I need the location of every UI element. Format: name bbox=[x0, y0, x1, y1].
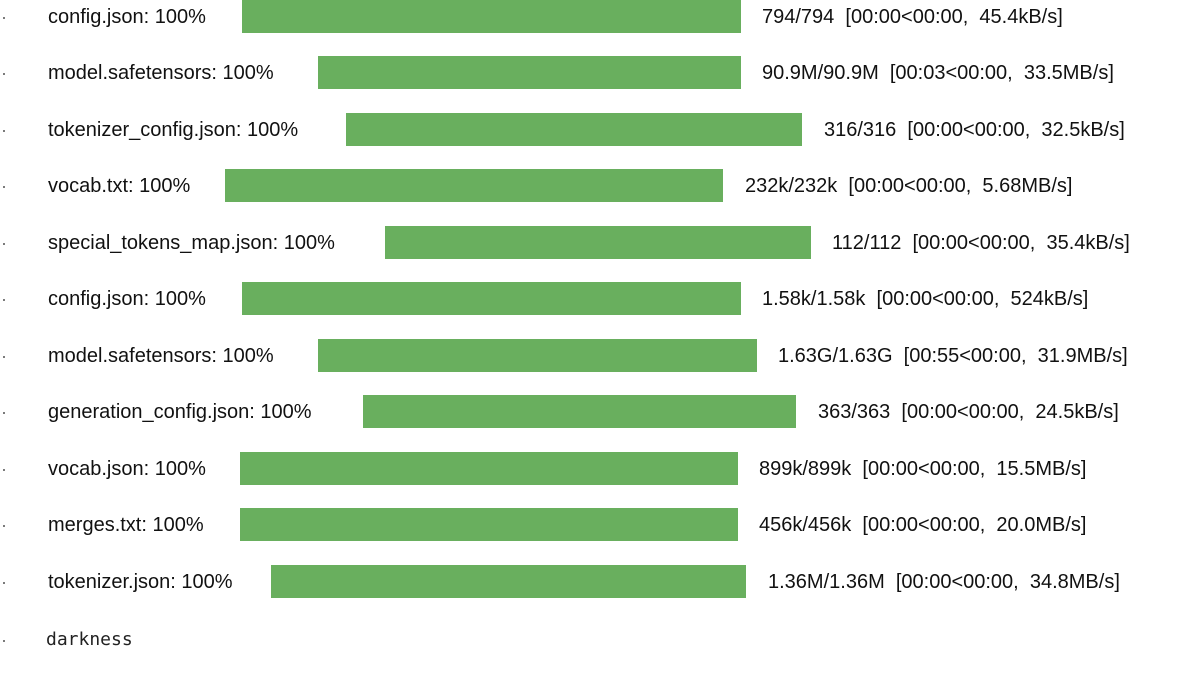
bullet-marker: · bbox=[1, 289, 7, 309]
download-row: · model.safetensors: 100% 90.9M/90.9M [00:… bbox=[0, 56, 1200, 90]
output-line: · darkness bbox=[0, 623, 1200, 657]
file-label: config.json: 100% bbox=[48, 6, 206, 28]
download-row: · model.safetensors: 100% 1.63G/1.63G [00:… bbox=[0, 339, 1200, 373]
progress-bar-fill bbox=[242, 0, 741, 33]
file-label: vocab.json: 100% bbox=[48, 458, 206, 480]
bullet-marker: · bbox=[1, 630, 7, 650]
download-stats: 90.9M/90.9M [00:03<00:00, 33.5MB/s] bbox=[762, 62, 1114, 84]
progress-bar-fill bbox=[240, 508, 738, 541]
bullet-marker: · bbox=[1, 459, 7, 479]
progress-bar bbox=[240, 452, 738, 485]
bullet-marker: · bbox=[1, 176, 7, 196]
output-text: darkness bbox=[46, 629, 133, 650]
progress-bar bbox=[318, 339, 757, 372]
bullet-marker: · bbox=[1, 7, 7, 27]
bullet-marker: · bbox=[1, 63, 7, 83]
download-stats: 1.36M/1.36M [00:00<00:00, 34.8MB/s] bbox=[768, 571, 1120, 593]
progress-bar-fill bbox=[318, 339, 757, 372]
download-stats: 1.58k/1.58k [00:00<00:00, 524kB/s] bbox=[762, 288, 1089, 310]
download-stats: 456k/456k [00:00<00:00, 20.0MB/s] bbox=[759, 514, 1087, 536]
download-row: · generation_config.json: 100% 363/363 [00… bbox=[0, 395, 1200, 429]
download-stats: 316/316 [00:00<00:00, 32.5kB/s] bbox=[824, 119, 1125, 141]
download-row: · tokenizer.json: 100% 1.36M/1.36M [00:00<… bbox=[0, 565, 1200, 599]
progress-bar bbox=[271, 565, 746, 598]
download-row: · vocab.json: 100% 899k/899k [00:00<00:00,… bbox=[0, 452, 1200, 486]
progress-bar-fill bbox=[242, 282, 741, 315]
progress-bar bbox=[385, 226, 811, 259]
file-label: config.json: 100% bbox=[48, 288, 206, 310]
file-label: merges.txt: 100% bbox=[48, 514, 204, 536]
bullet-marker: · bbox=[1, 233, 7, 253]
download-row: · special_tokens_map.json: 100% 112/112 [0… bbox=[0, 226, 1200, 260]
file-label: generation_config.json: 100% bbox=[48, 401, 312, 423]
download-stats: 1.63G/1.63G [00:55<00:00, 31.9MB/s] bbox=[778, 345, 1128, 367]
download-row: · config.json: 100% 1.58k/1.58k [00:00<00:… bbox=[0, 282, 1200, 316]
download-row: · merges.txt: 100% 456k/456k [00:00<00:00,… bbox=[0, 508, 1200, 542]
download-stats: 112/112 [00:00<00:00, 35.4kB/s] bbox=[832, 232, 1130, 254]
file-label: vocab.txt: 100% bbox=[48, 175, 191, 197]
progress-bar bbox=[363, 395, 796, 428]
bullet-marker: · bbox=[1, 402, 7, 422]
download-stats: 232k/232k [00:00<00:00, 5.68MB/s] bbox=[745, 175, 1073, 197]
file-label: model.safetensors: 100% bbox=[48, 345, 274, 367]
bullet-marker: · bbox=[1, 515, 7, 535]
file-label: tokenizer_config.json: 100% bbox=[48, 119, 299, 141]
download-row: · tokenizer_config.json: 100% 316/316 [00:… bbox=[0, 113, 1200, 147]
progress-bar bbox=[240, 508, 738, 541]
file-label: tokenizer.json: 100% bbox=[48, 571, 233, 593]
file-label: model.safetensors: 100% bbox=[48, 62, 274, 84]
download-row: · config.json: 100% 794/794 [00:00<00:00, … bbox=[0, 0, 1200, 34]
progress-bar-fill bbox=[318, 56, 741, 89]
bullet-marker: · bbox=[1, 572, 7, 592]
bullet-marker: · bbox=[1, 346, 7, 366]
download-stats: 794/794 [00:00<00:00, 45.4kB/s] bbox=[762, 6, 1063, 28]
download-stats: 899k/899k [00:00<00:00, 15.5MB/s] bbox=[759, 458, 1087, 480]
progress-bar-fill bbox=[346, 113, 802, 146]
progress-bar-fill bbox=[225, 169, 723, 202]
download-stats: 363/363 [00:00<00:00, 24.5kB/s] bbox=[818, 401, 1119, 423]
bullet-marker: · bbox=[1, 120, 7, 140]
file-label: special_tokens_map.json: 100% bbox=[48, 232, 335, 254]
progress-bar bbox=[346, 113, 802, 146]
progress-bar-fill bbox=[385, 226, 811, 259]
progress-bar bbox=[242, 282, 741, 315]
progress-bar bbox=[318, 56, 741, 89]
progress-bar bbox=[225, 169, 723, 202]
progress-bar-fill bbox=[271, 565, 746, 598]
progress-bar-fill bbox=[363, 395, 796, 428]
download-row: · vocab.txt: 100% 232k/232k [00:00<00:00, … bbox=[0, 169, 1200, 203]
progress-bar bbox=[242, 0, 741, 33]
progress-bar-fill bbox=[240, 452, 738, 485]
